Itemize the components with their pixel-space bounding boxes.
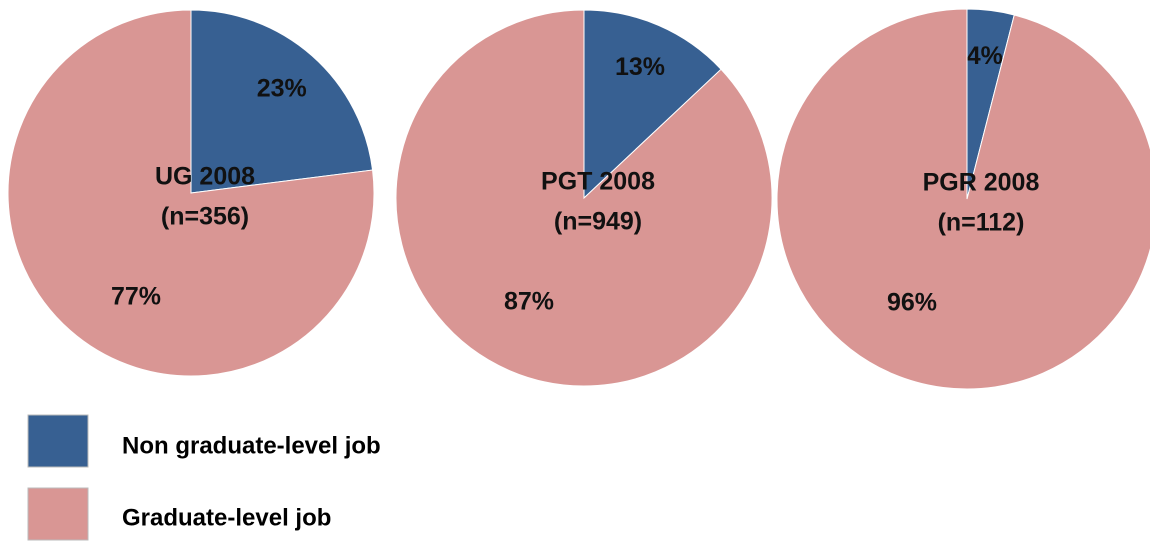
data-label: 77%	[111, 283, 161, 311]
pie-slice	[776, 8, 1150, 390]
data-label: 4%	[967, 42, 1003, 70]
chart-subtitle: (n=356)	[161, 203, 249, 231]
data-label: 96%	[887, 289, 937, 317]
legend-swatch	[27, 414, 89, 468]
chart-title: UG 2008	[155, 163, 255, 191]
legend-swatch	[27, 487, 89, 541]
legend-label: Non graduate-level job	[122, 432, 381, 459]
pie-slice	[7, 9, 375, 377]
legend-label: Graduate-level job	[122, 504, 331, 531]
chart-title: PGT 2008	[541, 168, 655, 196]
pie-slice	[583, 9, 722, 200]
data-label: 23%	[257, 75, 307, 103]
data-label: 87%	[504, 288, 554, 316]
pie-slice	[395, 9, 773, 387]
chart-subtitle: (n=949)	[554, 208, 642, 236]
chart-title: PGR 2008	[923, 169, 1040, 197]
data-label: 13%	[615, 53, 665, 81]
pie-slice	[190, 9, 374, 194]
chart-subtitle: (n=112)	[938, 209, 1025, 237]
